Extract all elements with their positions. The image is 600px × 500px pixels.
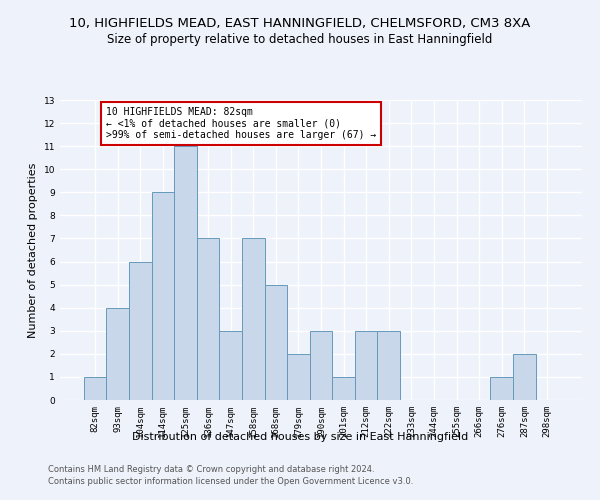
- Text: 10 HIGHFIELDS MEAD: 82sqm
← <1% of detached houses are smaller (0)
>99% of semi-: 10 HIGHFIELDS MEAD: 82sqm ← <1% of detac…: [106, 107, 377, 140]
- Text: Contains HM Land Registry data © Crown copyright and database right 2024.: Contains HM Land Registry data © Crown c…: [48, 465, 374, 474]
- Text: 10, HIGHFIELDS MEAD, EAST HANNINGFIELD, CHELMSFORD, CM3 8XA: 10, HIGHFIELDS MEAD, EAST HANNINGFIELD, …: [70, 18, 530, 30]
- Bar: [355, 331, 377, 400]
- Bar: [377, 331, 400, 400]
- Bar: [174, 146, 197, 400]
- Bar: [310, 331, 332, 400]
- Y-axis label: Number of detached properties: Number of detached properties: [28, 162, 38, 338]
- Bar: [106, 308, 129, 400]
- Text: Distribution of detached houses by size in East Hanningfield: Distribution of detached houses by size …: [132, 432, 468, 442]
- Bar: [220, 331, 242, 400]
- Bar: [129, 262, 152, 400]
- Bar: [152, 192, 174, 400]
- Bar: [332, 377, 355, 400]
- Text: Contains public sector information licensed under the Open Government Licence v3: Contains public sector information licen…: [48, 478, 413, 486]
- Bar: [490, 377, 513, 400]
- Bar: [84, 377, 106, 400]
- Bar: [242, 238, 265, 400]
- Bar: [197, 238, 220, 400]
- Bar: [265, 284, 287, 400]
- Bar: [513, 354, 536, 400]
- Text: Size of property relative to detached houses in East Hanningfield: Size of property relative to detached ho…: [107, 32, 493, 46]
- Bar: [287, 354, 310, 400]
